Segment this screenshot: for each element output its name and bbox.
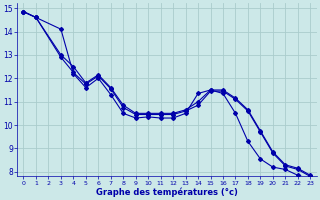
X-axis label: Graphe des températures (°c): Graphe des températures (°c) — [96, 187, 238, 197]
